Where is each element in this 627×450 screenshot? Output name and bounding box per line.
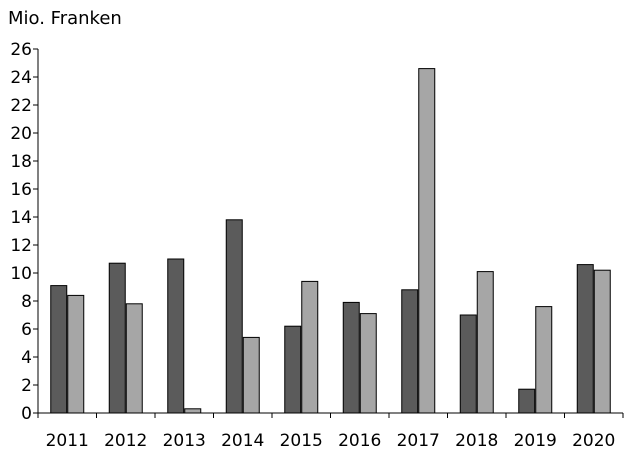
x-tick-label: 2013 (163, 431, 206, 450)
bar-series2-2015 (301, 280, 319, 414)
bar-series2-2011 (67, 294, 85, 414)
y-tick-label: 26 (10, 40, 32, 60)
x-tick-label: 2018 (455, 431, 498, 450)
bar-series2-2018 (476, 271, 494, 414)
y-tick-label: 0 (21, 404, 32, 424)
bar-series1-2015 (284, 325, 302, 414)
y-axis-unit-label: Mio. Franken (8, 8, 122, 29)
bar-series1-2019 (518, 388, 536, 414)
bar-series2-2014 (242, 336, 260, 414)
y-tick-label: 24 (10, 68, 32, 88)
y-tick-label: 6 (21, 320, 32, 340)
x-tick-label: 2015 (280, 431, 323, 450)
y-tick-label: 4 (21, 348, 32, 368)
x-tick-label: 2017 (397, 431, 440, 450)
x-tick-label: 2020 (572, 431, 615, 450)
bar-series1-2012 (108, 262, 126, 414)
y-tick-label: 18 (10, 152, 32, 172)
bar-series1-2013 (167, 258, 185, 414)
bar-series2-2017 (418, 68, 436, 414)
x-tick-label: 2019 (514, 431, 557, 450)
bar-series1-2016 (342, 301, 360, 414)
y-tick-label: 10 (10, 264, 32, 284)
bar-series1-2014 (225, 219, 243, 414)
bar-series1-2017 (401, 289, 419, 414)
bar-series2-2012 (125, 303, 143, 414)
x-tick-label: 2012 (104, 431, 147, 450)
x-tick-label: 2014 (221, 431, 264, 450)
y-tick-label: 16 (10, 180, 32, 200)
bar-series2-2020 (593, 269, 611, 414)
bar-series1-2018 (459, 314, 477, 414)
y-tick-label: 14 (10, 208, 32, 228)
bar-series2-2019 (535, 306, 553, 414)
y-tick-label: 8 (21, 292, 32, 312)
x-tick-label: 2011 (46, 431, 89, 450)
bar-series2-2013 (184, 408, 202, 414)
bar-series2-2016 (359, 313, 377, 414)
y-tick-label: 2 (21, 376, 32, 396)
y-tick-label: 12 (10, 236, 32, 256)
bar-series1-2011 (50, 285, 68, 414)
bar-series1-2020 (576, 264, 594, 414)
y-tick-label: 20 (10, 124, 32, 144)
x-tick-label: 2016 (338, 431, 381, 450)
y-tick-label: 22 (10, 96, 32, 116)
